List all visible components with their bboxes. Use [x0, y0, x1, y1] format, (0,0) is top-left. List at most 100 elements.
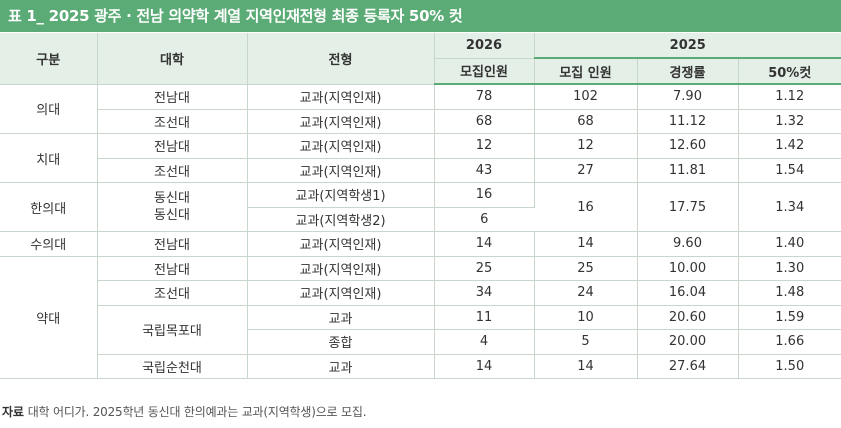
recruit-2026-cell: 4	[434, 329, 535, 355]
source-footnote: 자료 대학 어디가. 2025학년 동신대 한의예과는 교과(지역학생)으로 모집…	[2, 403, 367, 420]
recruit-2026-cell: 14	[434, 231, 535, 257]
track-cell: 교과(지역인재)	[247, 231, 435, 257]
track-cell: 교과(지역인재)	[247, 133, 435, 159]
cut-cell: 1.12	[738, 84, 841, 110]
univ-cell: 동신대 동신대	[97, 182, 248, 232]
univ-cell: 전남대	[97, 256, 248, 281]
track-cell: 교과(지역인재)	[247, 158, 435, 183]
header-recruit-2025: 모집 인원	[534, 58, 638, 85]
table-row: 국립순천대 교과 14 14 27.64 1.50	[0, 354, 841, 379]
table-row: 조선대 교과(지역인재) 68 68 11.12 1.32	[0, 109, 841, 134]
table-title: 표 1_ 2025 광주 · 전남 의약학 계열 지역인재전형 최종 등록자 5…	[0, 0, 841, 32]
table-row: 의대 전남대 교과(지역인재) 78 102 7.90 1.12	[0, 84, 841, 134]
recruit-2025-cell: 5	[534, 329, 638, 355]
recruit-2025-cell: 16	[534, 182, 638, 232]
univ-cell: 국립목포대	[97, 305, 248, 355]
recruit-2026-cell: 6	[434, 207, 534, 232]
competition-cell: 20.00	[637, 329, 739, 355]
univ-cell: 조선대	[97, 109, 248, 134]
header-category: 구분	[0, 33, 98, 85]
header-track: 전형	[247, 33, 435, 85]
recruit-2026-cell: 25	[434, 256, 535, 281]
recruit-2026-cell: 14	[434, 354, 535, 379]
track-cell: 교과	[247, 305, 435, 330]
table-row: 교과(지역학생2) 6	[0, 207, 841, 232]
univ-cell: 조선대	[97, 158, 248, 183]
competition-cell: 12.60	[637, 133, 739, 159]
footnote-label: 자료	[2, 405, 24, 419]
group-label: 치대	[0, 133, 98, 183]
track-cell: 교과(지역인재)	[247, 256, 435, 281]
track-cell: 교과(지역학생1)	[247, 182, 435, 208]
univ-cell: 전남대	[97, 133, 248, 159]
footnote-text: 대학 어디가. 2025학년 동신대 한의예과는 교과(지역학생)으로 모집.	[27, 405, 367, 419]
table-row: 치대 전남대 교과(지역인재) 12 12 12.60 1.42	[0, 133, 841, 183]
recruit-2025-cell: 14	[534, 231, 638, 257]
competition-cell: 20.60	[637, 305, 739, 330]
cut-cell: 1.40	[738, 231, 841, 257]
table-row: 종합 4 5 20.00 1.66	[0, 329, 841, 355]
competition-cell: 9.60	[637, 231, 739, 257]
table-row: 수의대 전남대 교과(지역인재) 14 14 9.60 1.40	[0, 231, 841, 257]
recruit-2025-cell: 24	[534, 280, 638, 306]
recruit-2026-cell: 43	[434, 158, 535, 183]
univ-cell: 전남대	[97, 84, 248, 110]
recruit-2025-cell: 68	[534, 109, 638, 134]
header-recruit-2026: 모집인원	[434, 58, 535, 85]
header-university: 대학	[97, 33, 248, 85]
table-row: 국립목포대 교과 11 10 20.60 1.59	[0, 305, 841, 355]
cut-cell: 1.48	[738, 280, 841, 306]
track-cell: 교과(지역학생2)	[247, 207, 435, 232]
competition-cell: 7.90	[637, 84, 739, 110]
cut-cell: 1.42	[738, 133, 841, 159]
recruit-2026-cell: 12	[434, 133, 535, 159]
group-label: 수의대	[0, 231, 98, 257]
table-row: 약대 전남대 교과(지역인재) 25 25 10.00 1.30	[0, 256, 841, 379]
recruit-2026-cell: 78	[434, 84, 535, 110]
recruit-2026-cell: 16	[434, 182, 535, 208]
table-row: 조선대 교과(지역인재) 43 27 11.81 1.54	[0, 158, 841, 183]
track-cell: 종합	[247, 329, 435, 355]
recruit-2025-cell: 27	[534, 158, 638, 183]
track-cell: 교과(지역인재)	[247, 84, 435, 110]
header-cut50: 50%컷	[738, 58, 841, 85]
cut-cell: 1.32	[738, 109, 841, 134]
competition-cell: 10.00	[637, 256, 739, 281]
recruit-2026-cell: 11	[434, 305, 535, 330]
recruit-2026-cell: 34	[434, 280, 535, 306]
admissions-table: 구분 대학 전형 2026 2025 모집인원 모집 인원 경쟁률 50%컷 의…	[0, 33, 841, 379]
competition-cell: 16.04	[637, 280, 739, 306]
univ-line-2: 동신대	[154, 208, 190, 223]
recruit-2026-cell: 68	[434, 109, 535, 134]
table-row: 조선대 교과(지역인재) 34 24 16.04 1.48	[0, 280, 841, 306]
track-cell: 교과(지역인재)	[247, 109, 435, 134]
track-cell: 교과(지역인재)	[247, 280, 435, 306]
recruit-2025-cell: 12	[534, 133, 638, 159]
header-year-2025: 2025	[534, 33, 841, 59]
univ-cell: 전남대	[97, 231, 248, 257]
group-label: 의대	[0, 84, 98, 134]
univ-cell: 조선대	[97, 280, 248, 306]
competition-cell: 11.81	[637, 158, 739, 183]
cut-cell: 1.50	[738, 354, 841, 379]
recruit-2025-cell: 14	[534, 354, 638, 379]
recruit-2025-cell: 102	[534, 84, 638, 110]
cut-cell: 1.54	[738, 158, 841, 183]
competition-cell: 17.75	[637, 182, 739, 232]
header-year-2026: 2026	[434, 33, 535, 59]
competition-cell: 27.64	[637, 354, 739, 379]
univ-cell: 국립순천대	[97, 354, 248, 379]
track-cell: 교과	[247, 354, 435, 379]
group-label: 한의대	[0, 182, 98, 232]
cut-cell: 1.30	[738, 256, 841, 281]
group-label: 약대	[0, 256, 98, 379]
table-row: 한의대 동신대 동신대 교과(지역학생1) 16 16 17.75 1.34	[0, 182, 841, 232]
cut-cell: 1.59	[738, 305, 841, 330]
recruit-2025-cell: 10	[534, 305, 638, 330]
recruit-2025-cell: 25	[534, 256, 638, 281]
cut-cell: 1.34	[738, 182, 841, 232]
univ-line-1: 동신대	[154, 191, 190, 206]
header-competition: 경쟁률	[637, 58, 739, 85]
competition-cell: 11.12	[637, 109, 739, 134]
cut-cell: 1.66	[738, 329, 841, 355]
